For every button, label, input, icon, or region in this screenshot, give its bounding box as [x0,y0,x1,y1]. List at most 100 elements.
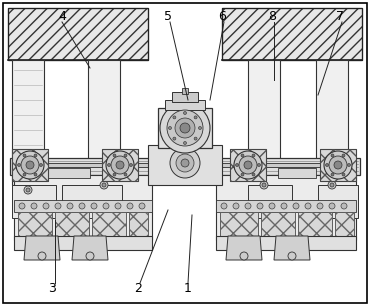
Bar [55,212,89,236]
Circle shape [288,252,296,260]
Bar [14,200,152,212]
Circle shape [26,161,34,169]
Circle shape [334,161,342,169]
Circle shape [330,183,334,187]
Bar [102,149,138,181]
Bar [44,163,155,167]
Circle shape [26,188,30,192]
Bar [318,185,358,218]
Circle shape [329,203,335,209]
Circle shape [91,203,97,209]
Bar [12,149,48,181]
Bar [14,180,42,200]
Bar [216,200,356,212]
Circle shape [347,163,350,166]
Circle shape [342,154,345,157]
Bar [158,108,212,148]
Bar [298,212,332,236]
Bar [248,185,292,218]
Circle shape [252,154,255,157]
Circle shape [328,181,336,189]
Circle shape [31,203,37,209]
Circle shape [331,173,334,176]
Circle shape [341,203,347,209]
Bar [172,92,198,102]
Circle shape [260,181,268,189]
Bar [14,236,152,250]
Circle shape [184,111,186,114]
Circle shape [173,116,176,119]
Circle shape [43,203,49,209]
Circle shape [113,173,116,176]
Circle shape [106,151,134,179]
Circle shape [19,203,25,209]
Text: 8: 8 [268,10,276,24]
Bar [10,158,360,175]
Circle shape [175,118,195,138]
Circle shape [167,110,203,146]
Circle shape [100,181,108,189]
Circle shape [139,203,145,209]
Circle shape [194,116,197,119]
Bar [216,175,356,240]
Circle shape [221,203,227,209]
Text: 6: 6 [218,10,226,24]
Circle shape [103,203,109,209]
Bar [298,212,332,236]
Bar [230,149,266,181]
Bar [182,88,188,94]
Bar [18,212,52,236]
Circle shape [24,186,32,194]
Bar [320,149,356,181]
Text: 2: 2 [134,282,142,294]
Circle shape [86,252,94,260]
Polygon shape [72,236,108,260]
Circle shape [305,203,311,209]
Circle shape [34,173,37,176]
Circle shape [235,163,239,166]
Bar [62,185,122,218]
Text: 5: 5 [164,10,172,24]
Circle shape [258,163,260,166]
Bar [90,175,118,195]
Bar [215,163,326,167]
Circle shape [130,163,132,166]
Circle shape [342,173,345,176]
Bar [220,212,258,236]
Circle shape [79,203,85,209]
Circle shape [173,137,176,140]
Circle shape [194,137,197,140]
Circle shape [233,203,239,209]
Circle shape [113,154,116,157]
Bar [220,212,258,236]
Bar [55,212,89,236]
Bar [12,185,56,218]
Circle shape [55,203,61,209]
Bar [278,168,316,178]
Circle shape [176,154,194,172]
Bar [216,236,356,250]
Circle shape [168,126,172,129]
Bar [335,212,354,236]
Circle shape [40,163,43,166]
Bar [8,8,148,60]
Circle shape [198,126,202,129]
Bar [92,212,126,236]
Circle shape [281,203,287,209]
Circle shape [245,203,251,209]
Bar [250,175,278,195]
Bar [316,60,348,175]
Circle shape [124,173,127,176]
Circle shape [317,203,323,209]
Bar [129,212,148,236]
Text: 3: 3 [48,282,56,294]
Bar [44,168,90,178]
Bar [318,175,346,195]
Bar [261,212,295,236]
Bar [12,60,44,185]
Text: 7: 7 [336,10,344,24]
Bar [12,149,48,181]
Circle shape [239,156,257,174]
Bar [165,100,205,110]
Bar [14,175,152,240]
